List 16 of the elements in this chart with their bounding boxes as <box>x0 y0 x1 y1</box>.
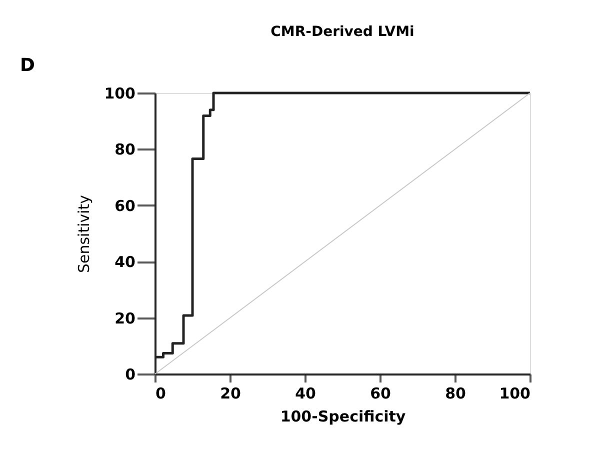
x-tick-label: 100 <box>499 384 530 402</box>
chart-title: CMR-Derived LVMi <box>270 24 414 40</box>
x-tick-label: 60 <box>370 384 391 402</box>
y-tick-label: 100 <box>104 84 136 102</box>
y-tick-label: 20 <box>114 309 136 328</box>
y-tick-label: 60 <box>114 196 136 215</box>
y-tick-label: 80 <box>114 140 136 159</box>
y-axis-title: Sensitivity <box>75 194 94 274</box>
x-tick-label: 40 <box>295 384 316 402</box>
x-tick-label: 0 <box>156 384 166 402</box>
y-tick-label: 0 <box>125 366 136 384</box>
x-axis-title: 100-Specificity <box>280 408 406 426</box>
x-tick-label: 80 <box>445 384 466 402</box>
y-tick-label: 40 <box>114 253 136 272</box>
text: D <box>20 55 35 76</box>
x-tick-label: 20 <box>220 384 241 402</box>
